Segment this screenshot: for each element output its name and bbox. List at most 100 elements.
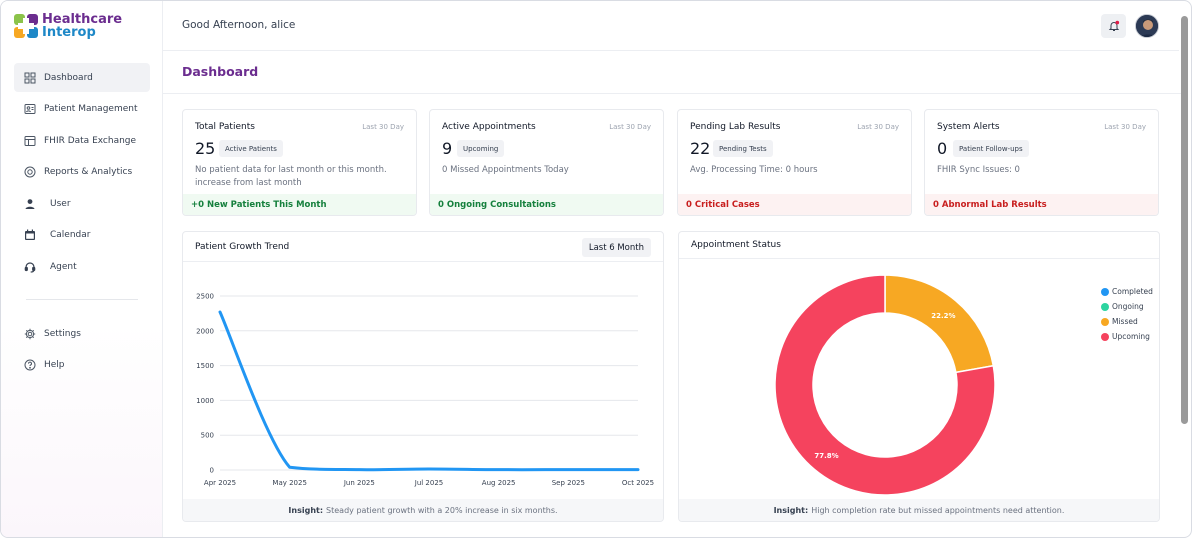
stat-card-pending-lab-results[interactable]: Pending Lab Results Last 30 Day 22 Pendi… xyxy=(677,109,912,216)
stat-card-badge: Upcoming xyxy=(457,140,505,157)
sidebar-item-settings[interactable]: Settings xyxy=(14,319,150,348)
x-tick-label: Oct 2025 xyxy=(622,479,654,487)
notifications-button[interactable] xyxy=(1101,14,1126,38)
stat-card-badge: Pending Tests xyxy=(713,140,773,157)
sidebar-item-patient-management[interactable]: Patient Management xyxy=(14,95,150,124)
panel-title: Patient Growth Trend xyxy=(195,242,290,252)
sidebar-item-dashboard[interactable]: Dashboard xyxy=(14,63,150,92)
appointment-status-panel: Appointment Status 22.2% 77.8% Completed … xyxy=(678,231,1160,522)
legend-item-completed[interactable]: Completed xyxy=(1101,284,1153,299)
sidebar-item-label: Agent xyxy=(50,262,77,273)
pie-slice-missed[interactable] xyxy=(884,274,995,374)
x-tick-label: Sep 2025 xyxy=(552,479,585,487)
sidebar-item-label: Patient Management xyxy=(44,104,138,115)
patient-growth-chart: 0 500 1000 1500 2000 2500 Apr 2025 May 2025 Jun … xyxy=(196,293,654,488)
stat-card-footer: 0 Ongoing Consultations xyxy=(430,194,663,215)
series-line xyxy=(218,310,640,472)
sidebar-item-label: Calendar xyxy=(50,230,91,241)
user-icon xyxy=(24,198,36,210)
stat-card-period: Last 30 Day xyxy=(1104,123,1146,131)
sidebar-nav: Dashboard Patient Management FHIR Data E… xyxy=(14,63,150,284)
sidebar-bottom-nav: Settings Help xyxy=(14,319,150,382)
stat-card-title: Total Patients xyxy=(195,122,255,132)
legend-item-ongoing[interactable]: Ongoing xyxy=(1101,299,1153,314)
help-icon xyxy=(24,359,36,371)
x-tick-label: May 2025 xyxy=(272,479,307,487)
sidebar-item-label: FHIR Data Exchange xyxy=(44,135,137,146)
chart-legend: Completed Ongoing Missed Upcoming xyxy=(1101,284,1153,344)
sidebar-item-calendar[interactable]: Calendar xyxy=(14,221,150,250)
stat-card-value: 22 xyxy=(690,139,711,158)
stat-card-system-alerts[interactable]: System Alerts Last 30 Day 0 Patient Foll… xyxy=(924,109,1159,216)
stat-card-badge: Active Patients xyxy=(219,140,283,157)
stat-card-active-appointments[interactable]: Active Appointments Last 30 Day 9 Upcomi… xyxy=(429,109,664,216)
insight-text: High completion rate but missed appointm… xyxy=(811,505,1065,515)
sidebar-item-help[interactable]: Help xyxy=(14,351,150,380)
panel-header-divider xyxy=(183,261,663,262)
legend-swatch xyxy=(1101,302,1109,311)
stat-card-description: FHIR Sync Issues: 0 xyxy=(937,165,1020,175)
legend-label: Ongoing xyxy=(1112,302,1144,311)
panel-title: Appointment Status xyxy=(691,240,781,250)
panel-header-divider xyxy=(679,258,1159,259)
logo[interactable]: Healthcare Interop xyxy=(14,13,122,39)
sidebar-item-label: Reports & Analytics xyxy=(44,167,133,178)
legend-label: Missed xyxy=(1112,317,1138,326)
y-tick-label: 500 xyxy=(201,432,214,440)
insight-label: Insight: xyxy=(288,505,324,515)
sidebar-item-fhir-data-exchange[interactable]: FHIR Data Exchange xyxy=(14,126,150,155)
y-tick-label: 0 xyxy=(210,467,214,475)
avatar[interactable] xyxy=(1135,14,1159,38)
headset-icon xyxy=(24,261,36,273)
x-tick-label: Apr 2025 xyxy=(204,479,236,487)
sidebar-item-agent[interactable]: Agent xyxy=(14,253,150,282)
page-title: Dashboard xyxy=(182,64,259,79)
legend-item-missed[interactable]: Missed xyxy=(1101,314,1153,329)
legend-item-upcoming[interactable]: Upcoming xyxy=(1101,329,1153,344)
stat-card-period: Last 30 Day xyxy=(857,123,899,131)
stat-card-description: 0 Missed Appointments Today xyxy=(442,165,569,175)
slice-data-label: 22.2% xyxy=(931,312,955,320)
patient-growth-panel: Patient Growth Trend Last 6 Month 0 500 10… xyxy=(182,231,664,522)
dashboard-grid-icon xyxy=(24,72,36,84)
y-tick-label: 2000 xyxy=(196,327,214,335)
sidebar-item-label: User xyxy=(50,198,71,209)
page-scrollbar[interactable] xyxy=(1181,16,1188,424)
logo-icon xyxy=(14,14,38,38)
sidebar-item-label: Settings xyxy=(44,328,81,339)
insight-label: Insight: xyxy=(773,505,809,515)
legend-label: Upcoming xyxy=(1112,332,1150,341)
sidebar-item-user[interactable]: User xyxy=(14,189,150,218)
sidebar-item-reports-analytics[interactable]: Reports & Analytics xyxy=(14,158,150,187)
insight-bar: Insight: High completion rate but missed… xyxy=(679,499,1159,521)
legend-label: Completed xyxy=(1112,287,1153,296)
sidebar-item-label: Dashboard xyxy=(44,72,93,83)
patient-card-icon xyxy=(24,103,36,115)
stat-card-footer: +0 New Patients This Month xyxy=(183,194,416,215)
stat-card-period: Last 30 Day xyxy=(609,123,651,131)
stat-card-footer: 0 Abnormal Lab Results xyxy=(925,194,1158,215)
target-icon xyxy=(24,166,36,178)
legend-swatch xyxy=(1101,332,1109,341)
insight-bar: Insight: Steady patient growth with a 20… xyxy=(183,499,663,521)
logo-line2: Interop xyxy=(42,25,96,40)
range-select-button[interactable]: Last 6 Month xyxy=(581,238,651,257)
stat-card-value: 0 xyxy=(937,139,948,158)
stat-card-footer: 0 Critical Cases xyxy=(678,194,911,215)
calendar-icon xyxy=(24,229,36,241)
gear-icon xyxy=(24,328,36,340)
stat-card-value: 25 xyxy=(195,139,216,158)
appointment-status-chart: 22.2% 77.8% xyxy=(774,274,996,496)
title-divider xyxy=(163,93,1181,94)
stat-card-value: 9 xyxy=(442,139,453,158)
pie-slice-upcoming[interactable] xyxy=(774,274,996,496)
legend-swatch xyxy=(1101,287,1109,296)
stat-card-title: System Alerts xyxy=(937,122,1000,132)
stat-card-description: No patient data for last month or this m… xyxy=(195,165,387,188)
stat-card-total-patients[interactable]: Total Patients Last 30 Day 25 Active Pat… xyxy=(182,109,417,216)
sidebar-divider xyxy=(26,299,138,300)
y-tick-label: 1000 xyxy=(196,397,214,405)
stat-card-badge: Patient Follow-ups xyxy=(953,140,1029,157)
logo-line1: Healthcare xyxy=(42,12,123,27)
stat-card-description: Avg. Processing Time: 0 hours xyxy=(690,165,818,175)
